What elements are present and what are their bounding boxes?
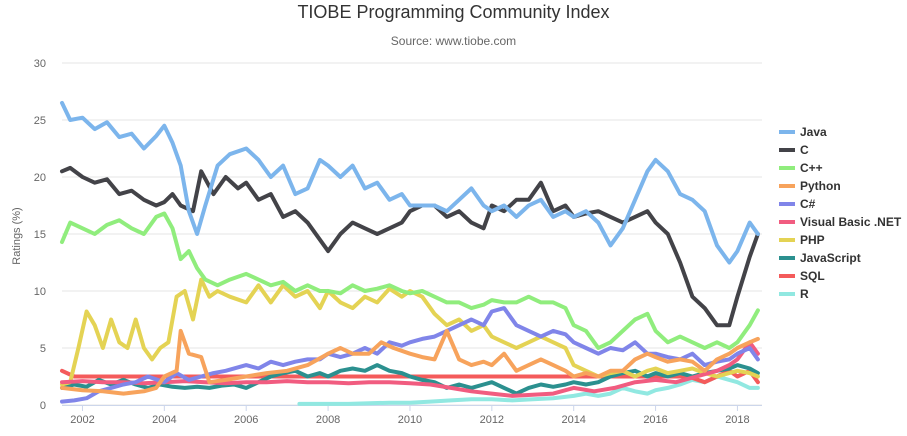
legend-item[interactable]: C++ (779, 161, 823, 175)
legend-item[interactable]: C# (779, 197, 816, 211)
legend-item[interactable]: PHP (779, 233, 825, 247)
series-line-c[interactable] (60, 165, 760, 328)
legend-label: JavaScript (800, 251, 861, 265)
legend-item[interactable]: Visual Basic .NET (779, 215, 902, 229)
legend-item[interactable]: Java (779, 125, 827, 139)
legend-item[interactable]: SQL (779, 269, 825, 283)
y-tick-label: 25 (34, 115, 46, 127)
legend-item[interactable]: R (779, 287, 809, 301)
y-tick-label: 20 (34, 172, 46, 184)
legend[interactable]: Java C C++ Python C# Visual Basic .NET PHP Java… (779, 125, 902, 301)
legend-item[interactable]: C (779, 143, 809, 157)
series-layer (60, 100, 760, 406)
x-tick-label: 2006 (234, 414, 258, 426)
legend-item[interactable]: Python (779, 179, 841, 193)
x-tick-label: 2012 (480, 414, 504, 426)
series-line-java[interactable] (60, 100, 760, 265)
legend-label: Visual Basic .NET (800, 215, 902, 229)
y-tick-label: 30 (34, 58, 46, 70)
x-tick-label: 2014 (561, 414, 585, 426)
series-line-visual-basic-net[interactable] (60, 340, 760, 398)
x-tick-label: 2008 (316, 414, 340, 426)
x-tick-label: 2016 (643, 414, 667, 426)
series-line-python[interactable] (60, 328, 760, 396)
legend-label: C (800, 143, 809, 157)
y-tick-label: 10 (34, 286, 46, 298)
chart-subtitle: Source: www.tiobe.com (390, 34, 517, 48)
chart-title: TIOBE Programming Community Index (297, 2, 610, 22)
legend-label: SQL (800, 269, 825, 283)
y-tick-label: 5 (40, 343, 46, 355)
x-tick-label: 2018 (725, 414, 749, 426)
legend-item[interactable]: JavaScript (779, 251, 861, 265)
x-tick-label: 2002 (70, 414, 94, 426)
series-line-php[interactable] (60, 277, 760, 387)
legend-label: C# (800, 197, 816, 211)
legend-label: C++ (800, 161, 823, 175)
legend-label: R (800, 287, 809, 301)
series-line-c-[interactable] (60, 211, 760, 350)
series-line-sql[interactable] (60, 368, 760, 385)
x-tick-label: 2004 (152, 414, 176, 426)
legend-label: Java (800, 125, 827, 139)
legend-label: PHP (800, 233, 825, 247)
y-tick-label: 0 (40, 400, 46, 412)
series-line-javascript[interactable] (60, 363, 760, 396)
y-axis: 0 5 10 15 20 25 30 (34, 58, 46, 412)
y-tick-label: 15 (34, 229, 46, 241)
y-axis-title: Ratings (%) (11, 207, 23, 264)
x-tick-label: 2010 (398, 414, 422, 426)
x-axis: 2002 2004 2006 2008 2010 2012 2014 2016 2018 (70, 405, 750, 426)
legend-label: Python (800, 179, 841, 193)
